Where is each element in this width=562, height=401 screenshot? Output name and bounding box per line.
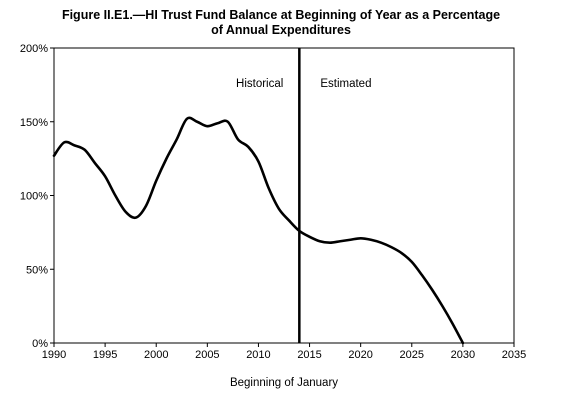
y-tick-label: 100% [20,191,48,203]
data-point [237,138,240,141]
data-point [421,274,424,277]
data-point [145,205,148,208]
chart-title-line-2: of Annual Expenditures [211,23,351,37]
x-tick-label: 2005 [195,349,219,361]
x-tick-label: 2000 [144,349,168,361]
data-point [226,120,229,123]
plot-frame [53,47,515,344]
data-point [73,144,76,147]
data-point [257,160,260,163]
data-point [390,246,393,249]
y-tick-label: 200% [20,43,48,55]
data-point [278,207,281,210]
data-point [186,118,189,121]
data-point [196,120,199,123]
chart-title: Figure II.E1.—HI Trust Fund Balance at B… [0,8,562,38]
data-point [63,141,66,144]
x-tick-label: 1995 [93,349,117,361]
data-point [94,162,97,165]
chart-title-line-1: Figure II.E1.—HI Trust Fund Balance at B… [61,8,501,22]
data-point [247,146,250,149]
x-tick-label: 2035 [502,349,526,361]
data-point [359,237,362,240]
data-point [53,154,56,157]
data-point [206,125,209,128]
x-tick-label: 2030 [451,349,475,361]
data-point [451,323,454,326]
data-point [83,148,86,151]
data-point [216,122,219,125]
x-tick-label: 2025 [400,349,424,361]
data-point [441,305,444,308]
data-point [462,342,465,345]
x-tick-label: 2020 [348,349,372,361]
data-point [339,240,342,243]
data-point [175,138,178,141]
data-point [318,240,321,243]
x-tick-label: 1990 [42,349,66,361]
data-point [267,187,270,190]
data-point [165,157,168,160]
y-tick-label: 0% [32,338,48,350]
data-point [431,289,434,292]
data-point [380,241,383,244]
x-axis-label: Beginning of January [229,377,339,389]
data-point [134,216,137,219]
data-point [349,238,352,241]
x-tick-label: 2015 [297,349,321,361]
trust-fund-ratio-line [52,116,465,345]
data-point [155,179,158,182]
annotation-layer: Historical Estimated [236,48,371,343]
data-point [329,241,332,244]
estimated-annotation: Estimated [320,78,371,90]
data-point [370,238,373,241]
data-point [288,219,291,222]
x-tick-label: 2010 [246,349,270,361]
data-point [104,175,107,178]
data-point [400,252,403,255]
historical-annotation: Historical [236,78,283,90]
y-tick-label: 50% [26,264,48,276]
data-point [308,236,311,239]
data-point [114,194,117,197]
y-tick-label: 150% [20,117,48,129]
series-layer [52,116,465,345]
data-point [410,261,413,264]
axes-layer: 0% 50% 100% 150% 200% 1990 1995 2000 2005 2010 201… [20,43,526,361]
data-point [124,210,127,213]
